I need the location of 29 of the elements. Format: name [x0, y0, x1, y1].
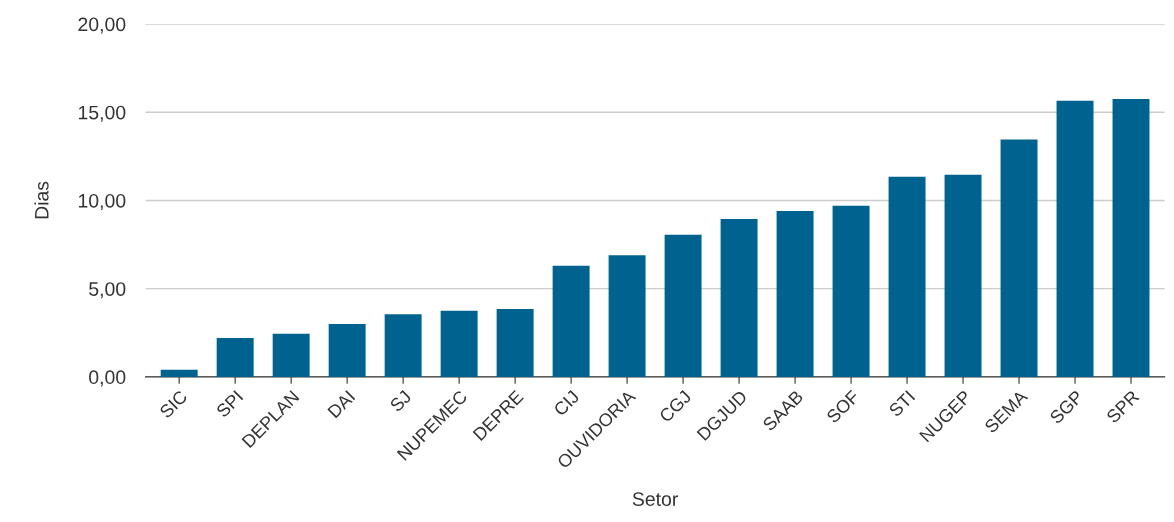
x-axis-title: Setor — [632, 492, 679, 506]
bar — [888, 176, 926, 377]
bar — [328, 323, 366, 377]
bar — [552, 265, 590, 377]
bar — [776, 211, 814, 377]
y-tick-label: 20,00 — [78, 17, 126, 34]
bar — [440, 310, 478, 377]
bar — [608, 255, 646, 377]
x-tick-label: SPI — [215, 390, 244, 419]
x-tick-label: STI — [888, 390, 916, 418]
bar — [160, 369, 198, 377]
bar — [384, 314, 422, 377]
bar — [944, 174, 982, 377]
x-tick-label: SIC — [158, 389, 189, 419]
bar — [832, 205, 870, 377]
bar — [216, 338, 254, 377]
bar — [1112, 99, 1150, 377]
y-tick-label: 0,00 — [89, 370, 126, 387]
x-tick-label: DAI — [327, 390, 356, 419]
y-axis-title: Dias — [34, 181, 49, 219]
bar — [720, 218, 758, 377]
y-tick-label: 5,00 — [89, 282, 126, 299]
bar — [664, 234, 702, 377]
bar — [496, 308, 534, 377]
bar — [1000, 139, 1038, 377]
bar — [1056, 100, 1094, 377]
y-tick-label: 10,00 — [78, 193, 126, 210]
y-tick-label: 15,00 — [78, 105, 126, 122]
bar — [272, 333, 310, 377]
